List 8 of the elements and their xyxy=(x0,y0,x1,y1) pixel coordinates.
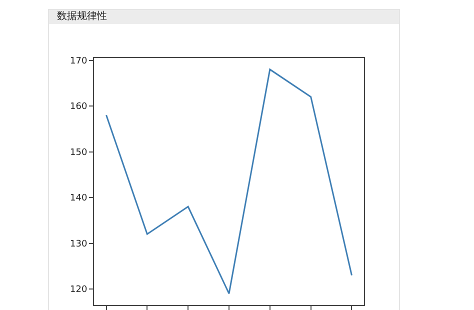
y-tick-label: 120 xyxy=(70,285,88,296)
y-tick-label: 160 xyxy=(70,102,88,112)
y-tick-label: 130 xyxy=(70,239,88,250)
line-series xyxy=(106,68,352,294)
chart-title: 数据规律性 xyxy=(49,10,399,24)
y-tick-label: 150 xyxy=(70,148,88,158)
y-tick-label: 140 xyxy=(70,194,88,204)
y-tick-label: 170 xyxy=(70,56,88,66)
